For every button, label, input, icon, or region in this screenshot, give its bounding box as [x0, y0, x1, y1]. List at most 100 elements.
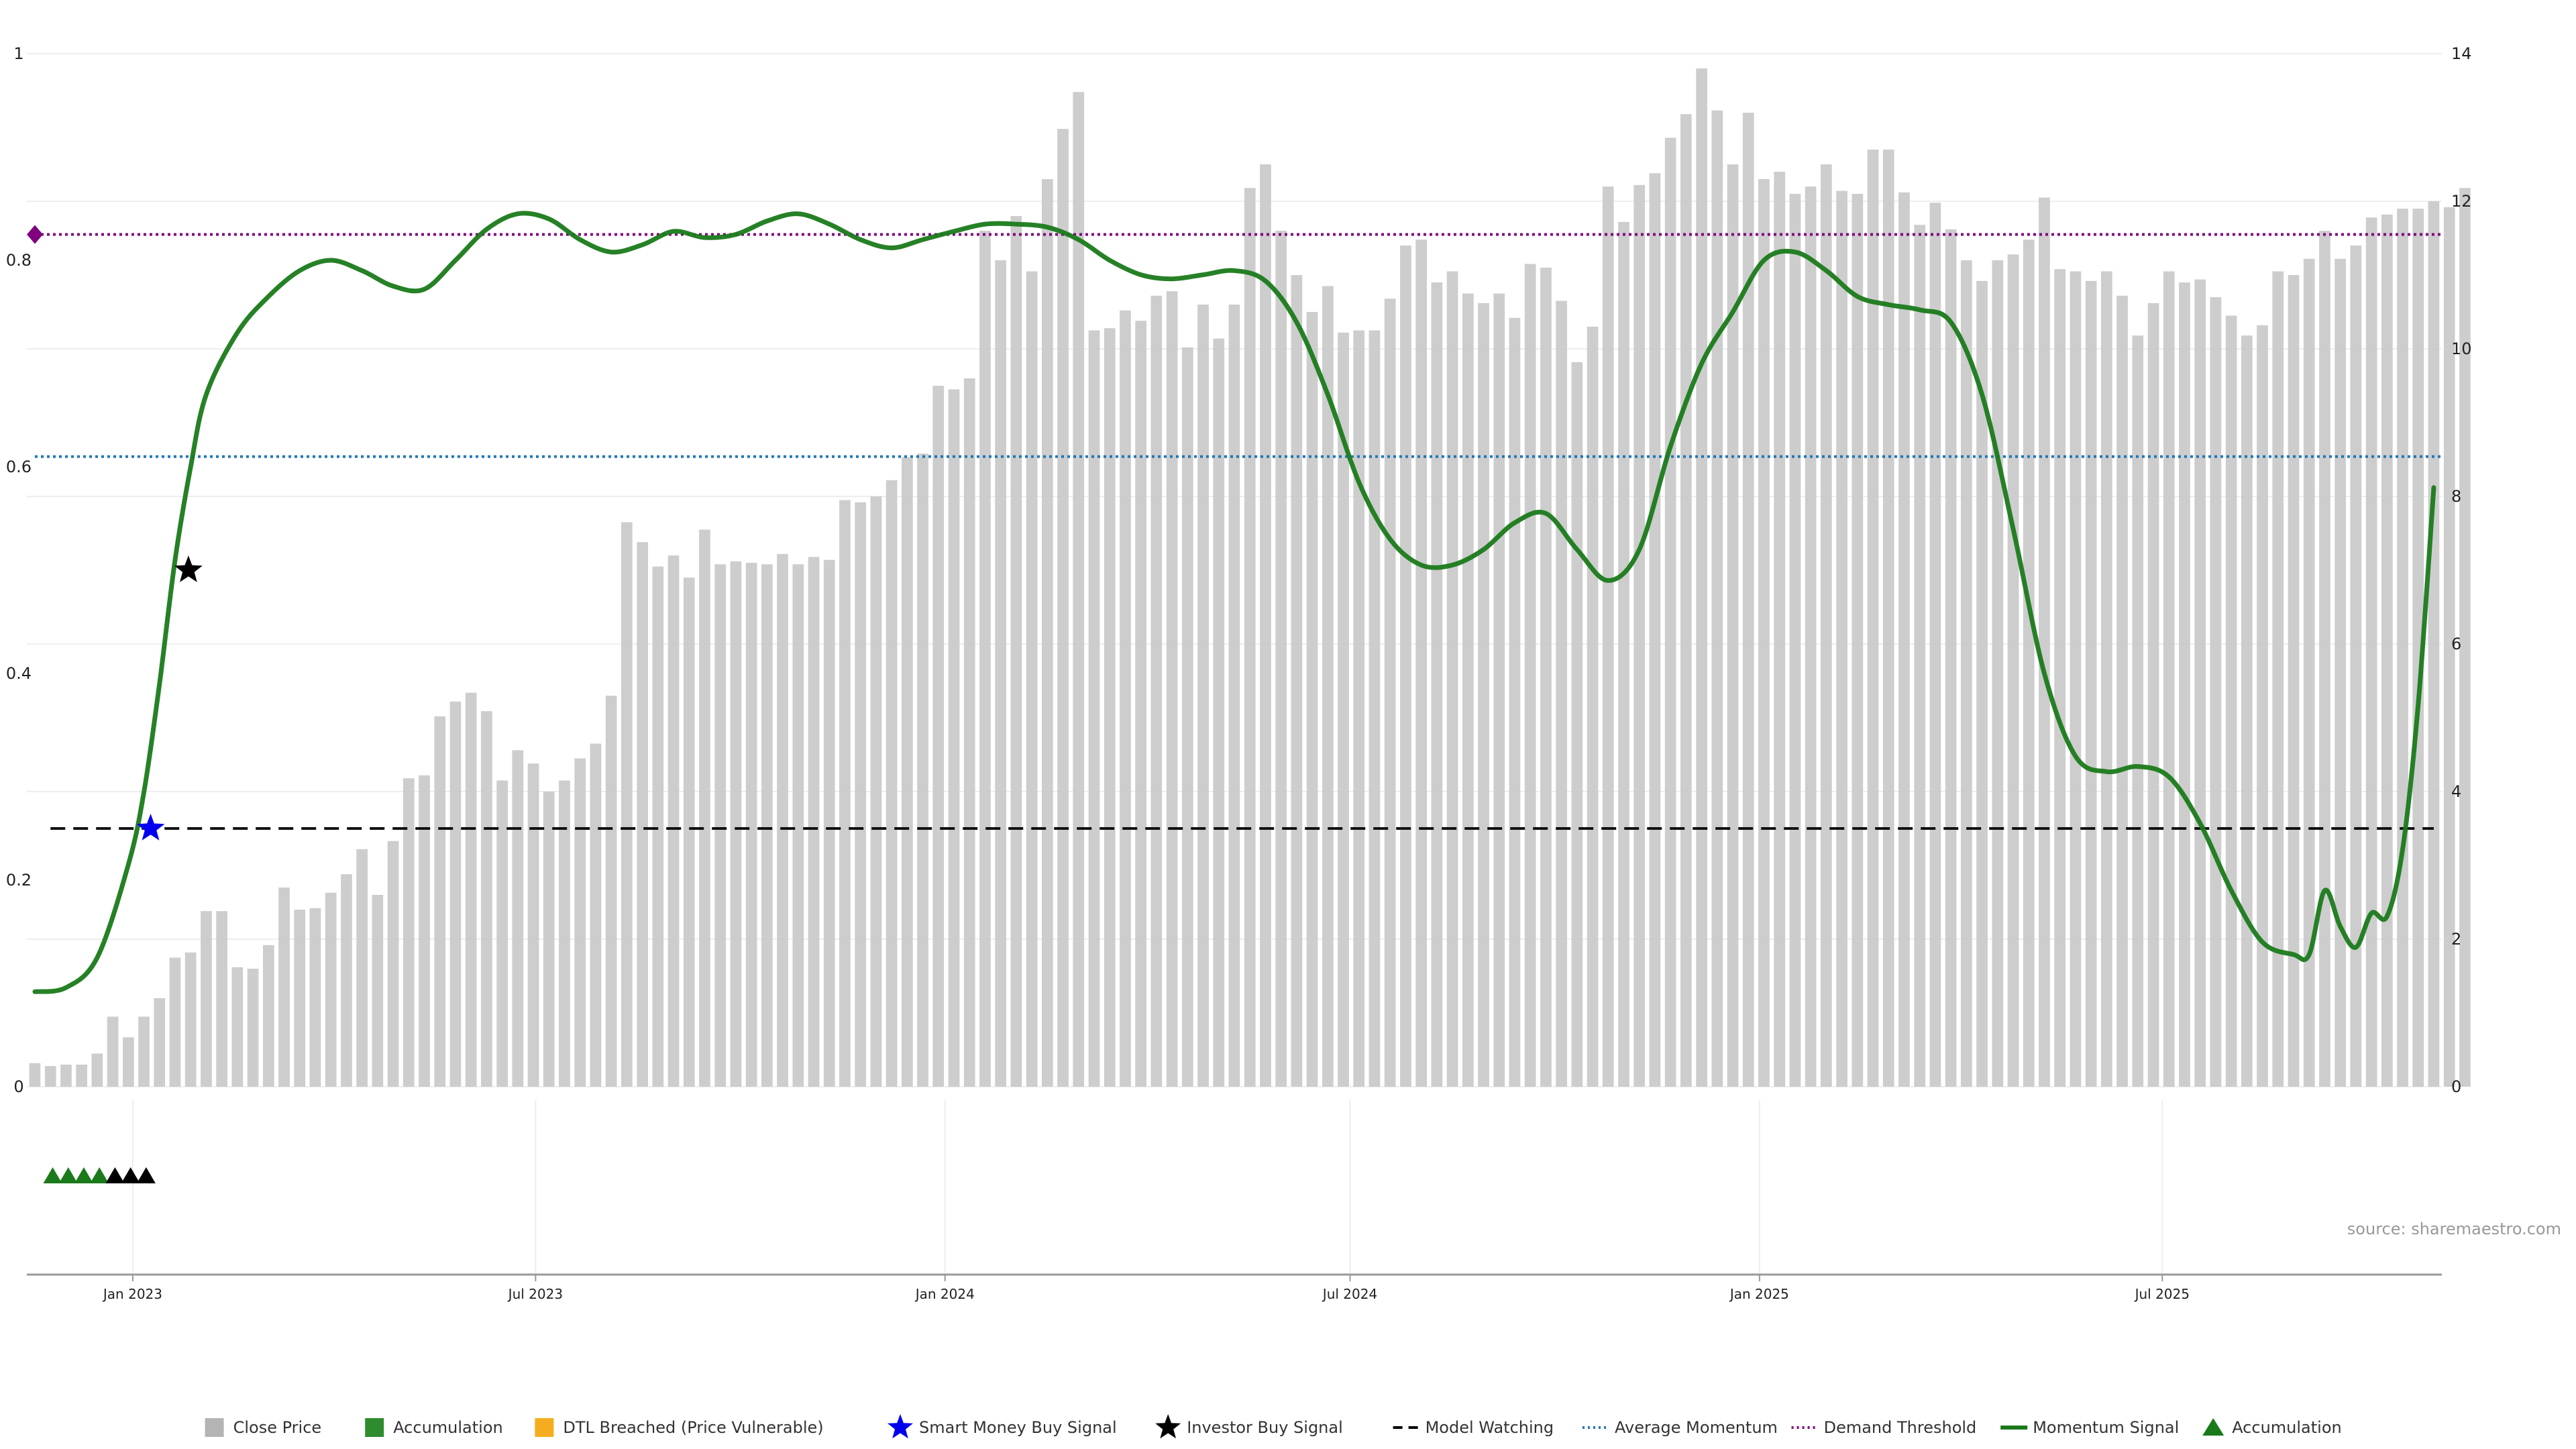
close-price-bar	[637, 542, 648, 1087]
legend-label: Demand Threshold	[1824, 1418, 1977, 1437]
legend: Close Price Accumulation DTL Breached (Pri…	[205, 1414, 2342, 1439]
close-price-bar	[496, 780, 508, 1087]
investor-buy-star	[174, 555, 203, 582]
close-price-bar	[1353, 330, 1365, 1087]
left-axis-tick-label: 0.8	[6, 251, 32, 270]
close-price-bar	[2350, 246, 2362, 1087]
legend-item: Close Price	[205, 1418, 321, 1437]
close-price-bar	[1727, 164, 1739, 1087]
close-price-bar	[2225, 315, 2237, 1087]
close-price-bar	[527, 763, 539, 1087]
close-price-bar	[1882, 150, 1894, 1087]
close-price-bar	[1758, 179, 1770, 1087]
close-price-bar	[2365, 217, 2377, 1087]
close-price-bars	[29, 68, 2471, 1087]
close-price-bar	[1587, 327, 1599, 1087]
left-axis-tick-label: 0.2	[6, 871, 32, 890]
close-price-bar	[730, 561, 742, 1087]
close-price-bar	[107, 1016, 119, 1087]
legend-label: Accumulation	[393, 1418, 503, 1437]
legend-star-icon	[888, 1414, 913, 1439]
close-price-bar	[1306, 312, 1318, 1087]
close-price-bar	[2147, 303, 2159, 1087]
close-price-bar	[2132, 335, 2144, 1087]
legend-triangle-icon	[2202, 1418, 2224, 1436]
right-axis-tick-label: 6	[2451, 635, 2461, 653]
close-price-bar	[1664, 138, 1676, 1087]
left-axis-tick-label: 0	[13, 1077, 23, 1096]
close-price-bar	[979, 231, 991, 1087]
close-price-bar	[745, 563, 757, 1087]
close-price-bar	[1244, 188, 1256, 1087]
close-price-bar	[1213, 338, 1225, 1087]
close-price-bar	[1602, 186, 1614, 1087]
close-price-bar	[902, 457, 913, 1087]
close-price-bar	[1275, 231, 1287, 1087]
close-price-bar	[2054, 269, 2065, 1087]
close-price-bar	[512, 750, 524, 1087]
close-price-bar	[2101, 271, 2112, 1087]
close-price-bar	[1805, 186, 1817, 1087]
close-price-bar	[402, 778, 415, 1087]
accumulation-triangle	[136, 1167, 156, 1183]
close-price-bar	[683, 578, 695, 1087]
left-axis-tick-label: 1	[13, 44, 23, 63]
demand-threshold-marker	[27, 225, 43, 244]
close-price-bar	[2397, 209, 2408, 1087]
close-price-bar	[2303, 258, 2315, 1087]
close-price-bar	[2272, 271, 2284, 1087]
close-price-bar	[1042, 179, 1053, 1087]
close-price-bar	[808, 557, 820, 1087]
close-price-bar	[590, 743, 602, 1087]
legend-label: Average Momentum	[1615, 1418, 1778, 1437]
close-price-bar	[559, 780, 570, 1087]
close-price-bar	[1493, 293, 1505, 1087]
close-price-bar	[1368, 330, 1381, 1087]
close-price-bar	[1540, 268, 1552, 1087]
close-price-bar	[1462, 293, 1474, 1087]
close-price-bar	[652, 566, 664, 1087]
close-price-bar	[1945, 229, 1957, 1087]
legend-label: Model Watching	[1426, 1418, 1554, 1437]
close-price-bar	[2257, 325, 2268, 1087]
close-price-bar	[2412, 209, 2424, 1087]
close-price-bar	[481, 711, 492, 1087]
close-price-bar	[2039, 197, 2050, 1087]
close-price-bar	[44, 1066, 56, 1087]
close-price-bar	[1431, 282, 1443, 1087]
close-price-bar	[2194, 279, 2206, 1087]
legend-item: Demand Threshold	[1791, 1418, 1977, 1437]
close-price-bar	[465, 692, 477, 1087]
close-price-bar	[294, 910, 306, 1087]
close-price-bar	[2443, 207, 2455, 1087]
accumulation-triangle	[74, 1167, 93, 1183]
x-axis-tick-label: Jul 2023	[507, 1286, 563, 1302]
close-price-bar	[1649, 173, 1661, 1087]
close-price-bar	[667, 555, 680, 1087]
close-price-bar	[621, 522, 633, 1087]
close-price-bar	[1400, 246, 1411, 1087]
close-price-bar	[1992, 260, 2004, 1087]
legend-label: Investor Buy Signal	[1187, 1418, 1343, 1437]
close-price-bar	[123, 1037, 134, 1087]
x-axis-tick-label: Jul 2025	[2134, 1286, 2190, 1302]
close-price-bar	[1867, 150, 1879, 1087]
close-price-bar	[1384, 299, 1396, 1087]
close-price-bar	[1197, 305, 1209, 1087]
x-axis-tick-label: Jul 2024	[1322, 1286, 1377, 1302]
close-price-bar	[201, 911, 212, 1087]
close-price-bar	[1166, 291, 1178, 1087]
close-price-bar	[1789, 194, 1801, 1087]
legend-item: Investor Buy Signal	[1155, 1414, 1343, 1439]
close-price-bar	[1073, 92, 1085, 1087]
close-price-bar	[356, 849, 368, 1087]
legend-item: Average Momentum	[1582, 1418, 1778, 1437]
close-price-bar	[1571, 362, 1583, 1087]
left-axis-tick-label: 0.4	[6, 664, 32, 683]
close-price-bar	[387, 841, 399, 1087]
reference-lines	[27, 225, 2442, 830]
close-price-bar	[2116, 295, 2128, 1087]
close-price-bar	[1961, 260, 1972, 1087]
close-price-bar	[91, 1053, 103, 1087]
momentum-signal-line	[32, 211, 2436, 994]
